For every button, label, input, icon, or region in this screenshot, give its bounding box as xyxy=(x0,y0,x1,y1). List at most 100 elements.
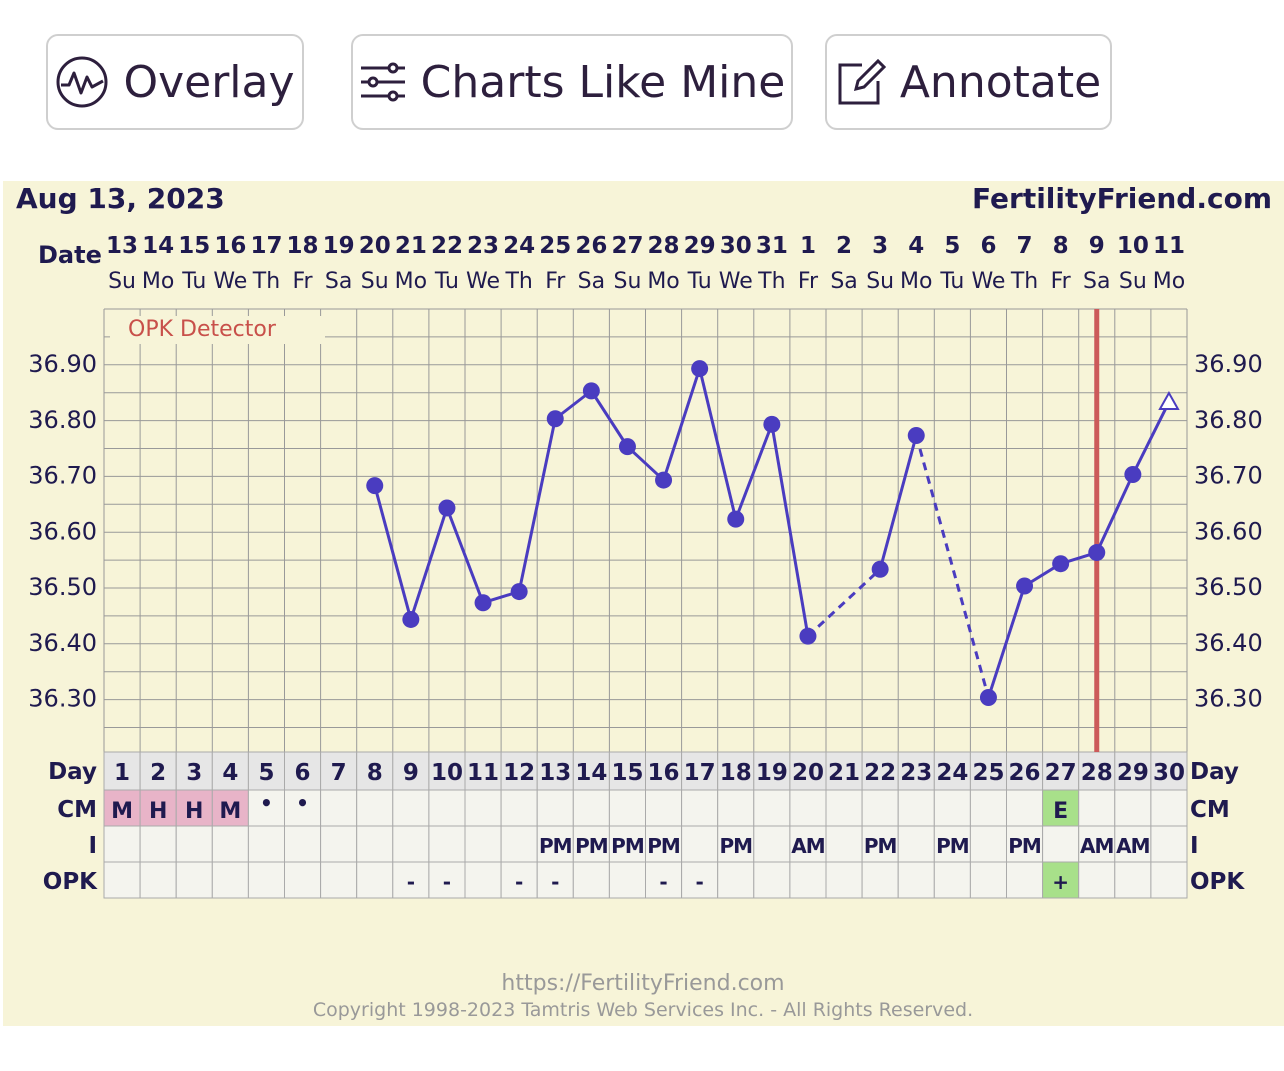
cm-cell xyxy=(1114,789,1152,827)
weekday-label: Tu xyxy=(939,269,964,294)
annotate-label: Annotate xyxy=(899,56,1102,108)
i-cell xyxy=(247,825,285,863)
i-cell xyxy=(428,825,466,863)
cm-cell xyxy=(861,789,899,827)
weekday-label: Mo xyxy=(647,269,679,294)
date-label: 30 xyxy=(720,233,752,259)
cycle-day-label: 17 xyxy=(684,760,716,786)
temp-line xyxy=(517,418,557,592)
cm-cell xyxy=(356,789,394,827)
annotate-button[interactable]: Annotate xyxy=(825,34,1112,130)
cm-value: • xyxy=(260,791,273,815)
day-cell xyxy=(1150,751,1188,791)
sliders-icon xyxy=(359,62,407,102)
temp-point xyxy=(474,594,492,612)
day-cell xyxy=(103,751,141,791)
charts-like-mine-button[interactable]: Charts Like Mine xyxy=(351,34,793,130)
intercourse-value: PM xyxy=(611,834,644,858)
i-cell xyxy=(825,825,863,863)
cm-cell xyxy=(500,789,538,827)
y-tick-label-right: 36.50 xyxy=(1194,573,1263,601)
cm-value: M xyxy=(111,799,133,824)
date-label: 14 xyxy=(142,233,174,259)
date-label: 13 xyxy=(106,233,138,259)
date-label: 28 xyxy=(648,233,680,259)
i-cell xyxy=(392,825,430,863)
cycle-day-label: 13 xyxy=(539,760,571,786)
opk-value: - xyxy=(695,870,703,894)
weekday-label: Sa xyxy=(325,269,352,294)
cm-cell xyxy=(320,789,358,827)
cycle-day-label: 15 xyxy=(611,760,643,786)
weekday-label: Tu xyxy=(434,269,459,294)
weekday-label: Th xyxy=(757,269,785,294)
intercourse-value: PM xyxy=(1008,834,1041,858)
temp-point xyxy=(907,426,925,444)
weekday-label: Sa xyxy=(1083,269,1110,294)
date-label: 9 xyxy=(1089,233,1105,259)
cm-cell xyxy=(753,789,791,827)
cm-cell xyxy=(392,789,430,827)
cycle-day-label: 26 xyxy=(1009,760,1041,786)
temp-point xyxy=(763,415,781,433)
i-cell xyxy=(464,825,502,863)
temp-line-dashed xyxy=(914,435,990,698)
date-label: 17 xyxy=(250,233,282,259)
cycle-day-label: 14 xyxy=(575,760,607,786)
temp-point xyxy=(402,610,420,628)
day-cell xyxy=(1042,751,1080,791)
weekday-label: Mo xyxy=(1153,269,1185,294)
opk-cell xyxy=(933,861,971,899)
weekday-label: Mo xyxy=(395,269,427,294)
i-cell xyxy=(139,825,177,863)
date-row-label: Date xyxy=(38,241,102,269)
y-tick-label-right: 36.80 xyxy=(1194,406,1263,434)
i-cell xyxy=(211,825,249,863)
temp-point xyxy=(799,627,817,645)
day-cell xyxy=(681,751,719,791)
cycle-day-label: 25 xyxy=(972,760,1004,786)
cm-value: E xyxy=(1053,799,1068,824)
overlay-waveform-icon xyxy=(55,55,109,109)
overlay-button[interactable]: Overlay xyxy=(46,34,304,130)
y-tick-label-left: 36.30 xyxy=(28,685,97,713)
y-tick-label-right: 36.70 xyxy=(1194,462,1263,490)
temp-point xyxy=(438,499,456,517)
temp-point xyxy=(1052,555,1070,573)
y-tick-label-left: 36.70 xyxy=(28,462,97,490)
opk-cell xyxy=(428,861,466,899)
i-cell xyxy=(969,825,1008,863)
i-cell xyxy=(320,825,358,863)
temp-line xyxy=(445,507,485,604)
weekday-label: We xyxy=(719,269,753,294)
cycle-day-label: 30 xyxy=(1153,760,1185,786)
temp-line xyxy=(590,390,629,448)
opk-value: - xyxy=(443,870,451,894)
cm-cell xyxy=(572,789,610,827)
temp-point xyxy=(1124,466,1142,483)
y-tick-label-right: 36.40 xyxy=(1194,629,1263,657)
weekday-label: Th xyxy=(252,269,280,294)
date-label: 1 xyxy=(800,233,816,259)
temp-line xyxy=(878,435,918,570)
temp-point xyxy=(979,689,997,706)
cycle-day-label: 24 xyxy=(936,760,968,786)
opk-cell xyxy=(139,861,177,899)
overlay-label: Overlay xyxy=(123,56,295,108)
intercourse-value: PM xyxy=(936,834,969,858)
day-row-label-right: Day xyxy=(1190,759,1239,785)
opk-value: - xyxy=(659,870,667,894)
cm-row-label-left: CM xyxy=(57,797,97,823)
opk-cell xyxy=(392,861,430,899)
opk-cell xyxy=(464,861,502,899)
cm-cell xyxy=(933,789,971,827)
opk-cell xyxy=(1150,861,1188,899)
chart-date-title: Aug 13, 2023 xyxy=(16,182,225,215)
day-cell xyxy=(717,751,755,791)
date-label: 10 xyxy=(1117,233,1149,259)
cycle-day-label: 4 xyxy=(222,760,238,786)
i-cell xyxy=(103,825,141,863)
opk-cell xyxy=(211,861,249,899)
date-label: 15 xyxy=(178,233,210,259)
